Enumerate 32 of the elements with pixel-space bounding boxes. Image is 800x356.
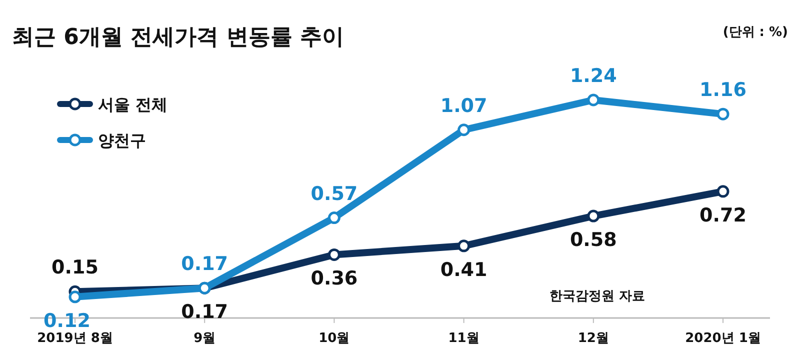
data-label: 0.72 [700, 204, 746, 226]
legend-label: 서울 전체 [98, 95, 168, 114]
point [68, 290, 82, 304]
point [716, 185, 730, 198]
data-label: 1.16 [700, 79, 746, 102]
data-label: 1.07 [440, 94, 488, 117]
data-label: 0.58 [570, 229, 617, 252]
data-label: 1.24 [570, 65, 617, 87]
chart-subtitle: (단위 : %) [722, 25, 788, 40]
data-label: 0.15 [52, 256, 98, 279]
data-label: 0.12 [44, 310, 90, 332]
chart-title: 최근 6개월 전세가격 변동률 추이 [12, 25, 344, 50]
point [328, 212, 340, 224]
x-tick-label: 2020년 1월 [685, 331, 761, 346]
x-tick-label: 12월 [578, 331, 609, 346]
annotation: 한국감정원 자료 [549, 289, 645, 304]
data-label: 0.41 [440, 258, 488, 281]
point [587, 210, 600, 222]
x-tick-label: 2019년 8월 [37, 331, 113, 346]
data-label: 0.17 [181, 253, 228, 276]
x-tick-label: 9월 [194, 331, 216, 346]
point [716, 108, 730, 120]
x-tick-label: 11월 [448, 331, 480, 346]
data-label: 0.57 [310, 182, 358, 205]
point [458, 124, 470, 136]
x-tick-label: 10월 [318, 331, 350, 346]
point [328, 248, 340, 261]
legend-label: 양천구 [98, 131, 146, 150]
point [458, 240, 470, 252]
point [587, 94, 600, 106]
data-label: 0.36 [310, 268, 358, 290]
data-label: 0.17 [181, 301, 228, 324]
